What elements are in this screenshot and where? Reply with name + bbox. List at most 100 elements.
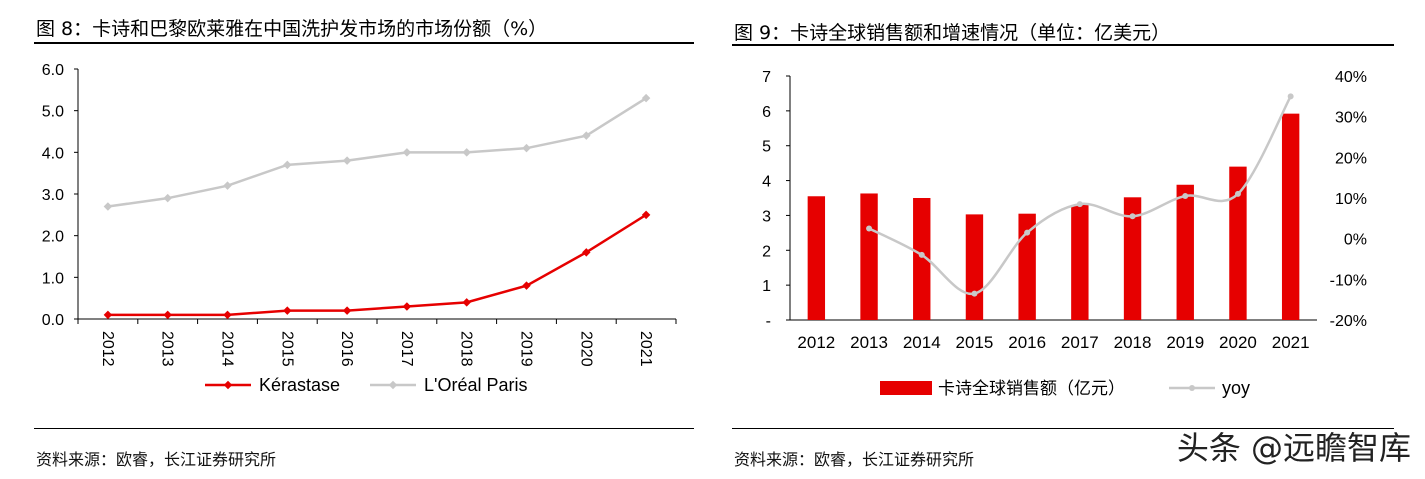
data-point bbox=[283, 306, 292, 315]
x-tick-label: 2014 bbox=[903, 333, 941, 352]
right-y-tick-label: 40% bbox=[1335, 69, 1367, 86]
right-chart-panel: 图 9：卡诗全球销售额和增速情况（单位：亿美元） - 1 2 3 4 5 6 7 -20% -10… bbox=[725, 0, 1425, 479]
x-tick-label: 2015 bbox=[956, 333, 994, 352]
x-tick-label: 2021 bbox=[637, 331, 654, 367]
data-point bbox=[223, 181, 232, 190]
x-tick-label: 2020 bbox=[577, 331, 594, 367]
bar bbox=[1281, 113, 1300, 320]
legend-label: yoy bbox=[1222, 378, 1250, 398]
data-point bbox=[462, 148, 471, 157]
x-tick-label: 2015 bbox=[278, 331, 295, 367]
yoy-point bbox=[1287, 93, 1294, 100]
y-tick-label: 1.0 bbox=[42, 270, 64, 287]
legend-marker bbox=[1189, 385, 1195, 391]
data-point bbox=[283, 160, 292, 170]
bar bbox=[1071, 204, 1089, 320]
yoy-point bbox=[1129, 213, 1136, 220]
left-y-tick-label: 4 bbox=[762, 174, 771, 191]
y-tick-label: 4.0 bbox=[42, 145, 64, 162]
data-point bbox=[103, 202, 113, 211]
left-y-tick-label: 7 bbox=[762, 69, 771, 86]
x-tick-label: 2012 bbox=[797, 333, 835, 352]
x-tick-label: 2018 bbox=[458, 331, 475, 367]
title-rule bbox=[732, 44, 1394, 46]
yoy-point bbox=[918, 251, 925, 258]
bar bbox=[1123, 197, 1142, 320]
data-point bbox=[522, 281, 531, 290]
data-point bbox=[163, 193, 172, 203]
yoy-point bbox=[866, 225, 873, 232]
left-chart-panel: 图 8：卡诗和巴黎欧莱雅在中国洗护发市场的市场份额（%） 0.0 1.0 2.0 3.… bbox=[0, 0, 700, 479]
x-tick-label: 2021 bbox=[1272, 333, 1310, 352]
left-y-tick-label: - bbox=[766, 313, 771, 330]
series-line bbox=[107, 213, 647, 317]
title-rule bbox=[34, 42, 694, 44]
legend-marker bbox=[388, 380, 398, 390]
source-rule bbox=[34, 428, 694, 429]
right-y-tick-label: 10% bbox=[1335, 191, 1367, 208]
left-y-tick-label: 2 bbox=[762, 243, 771, 260]
x-tick-label: 2020 bbox=[1219, 333, 1257, 352]
source-rule bbox=[732, 428, 1394, 429]
x-tick-label: 2019 bbox=[1166, 333, 1204, 352]
right-y-tick-label: -10% bbox=[1330, 272, 1367, 289]
x-tick-label: 2012 bbox=[99, 331, 116, 367]
legend-label: Kérastase bbox=[259, 375, 340, 395]
source-note: 资料来源：欧睿，长江证券研究所 bbox=[734, 450, 975, 469]
bar bbox=[1018, 213, 1036, 320]
source-note: 资料来源：欧睿，长江证券研究所 bbox=[36, 450, 277, 469]
y-tick-label: 2.0 bbox=[42, 229, 64, 246]
right-y-tick-label: 30% bbox=[1335, 110, 1367, 127]
x-tick-label: 2013 bbox=[159, 331, 176, 367]
bar bbox=[965, 214, 984, 320]
bar bbox=[860, 193, 878, 320]
data-point bbox=[402, 302, 412, 311]
legend-marker bbox=[223, 380, 233, 390]
x-tick-label: 2017 bbox=[398, 331, 415, 367]
x-tick-label: 2017 bbox=[1061, 333, 1099, 352]
series-line bbox=[107, 97, 647, 208]
x-tick-label: 2016 bbox=[1008, 333, 1046, 352]
left-y-tick-label: 6 bbox=[762, 104, 771, 121]
bar bbox=[1229, 166, 1247, 320]
bar bbox=[913, 198, 931, 320]
legend-label: 卡诗全球销售额（亿元） bbox=[938, 379, 1125, 398]
data-point bbox=[223, 310, 232, 320]
line-chart: 0.0 1.0 2.0 3.0 4.0 5.0 6.0 2012 2013 2014 2015 201… bbox=[42, 62, 677, 395]
legend-label: L'Oréal Paris bbox=[424, 375, 527, 395]
data-point bbox=[402, 148, 412, 157]
x-tick-label: 2018 bbox=[1114, 333, 1152, 352]
y-tick-label: 6.0 bbox=[42, 62, 64, 79]
yoy-point bbox=[1076, 201, 1083, 208]
y-tick-label: 5.0 bbox=[42, 104, 64, 121]
x-tick-label: 2016 bbox=[338, 331, 355, 367]
left-y-tick-label: 5 bbox=[762, 139, 771, 156]
legend-swatch-bar bbox=[880, 381, 932, 395]
yoy-point bbox=[1182, 192, 1189, 199]
right-y-tick-label: 0% bbox=[1344, 232, 1367, 249]
bar bbox=[807, 196, 826, 320]
yoy-point bbox=[1234, 190, 1241, 197]
x-tick-label: 2014 bbox=[219, 331, 236, 367]
bar-line-chart: - 1 2 3 4 5 6 7 -20% -10% 0% 10% 20% 30% 40% 2012 2013 20… bbox=[762, 69, 1367, 398]
data-point bbox=[522, 143, 531, 153]
data-point bbox=[342, 306, 352, 315]
x-tick-label: 2013 bbox=[850, 333, 888, 352]
left-y-tick-label: 1 bbox=[762, 278, 771, 295]
y-tick-label: 0.0 bbox=[42, 312, 64, 329]
x-tick-label: 2019 bbox=[518, 331, 535, 367]
bar bbox=[1176, 184, 1194, 320]
chart-title: 图 9：卡诗全球销售额和增速情况（单位：亿美元） bbox=[734, 22, 1171, 44]
data-point bbox=[103, 310, 113, 320]
watermark: 头条 @远瞻智库 bbox=[1176, 429, 1411, 467]
left-y-tick-label: 3 bbox=[762, 208, 771, 225]
yoy-point bbox=[971, 290, 978, 297]
data-point bbox=[163, 310, 172, 320]
chart-title: 图 8：卡诗和巴黎欧莱雅在中国洗护发市场的市场份额（%） bbox=[36, 18, 548, 40]
data-point bbox=[462, 298, 471, 307]
right-y-tick-label: -20% bbox=[1330, 313, 1367, 330]
right-y-tick-label: 20% bbox=[1335, 150, 1367, 167]
data-point bbox=[342, 156, 352, 165]
y-tick-label: 3.0 bbox=[42, 187, 64, 204]
yoy-point bbox=[1024, 229, 1031, 236]
